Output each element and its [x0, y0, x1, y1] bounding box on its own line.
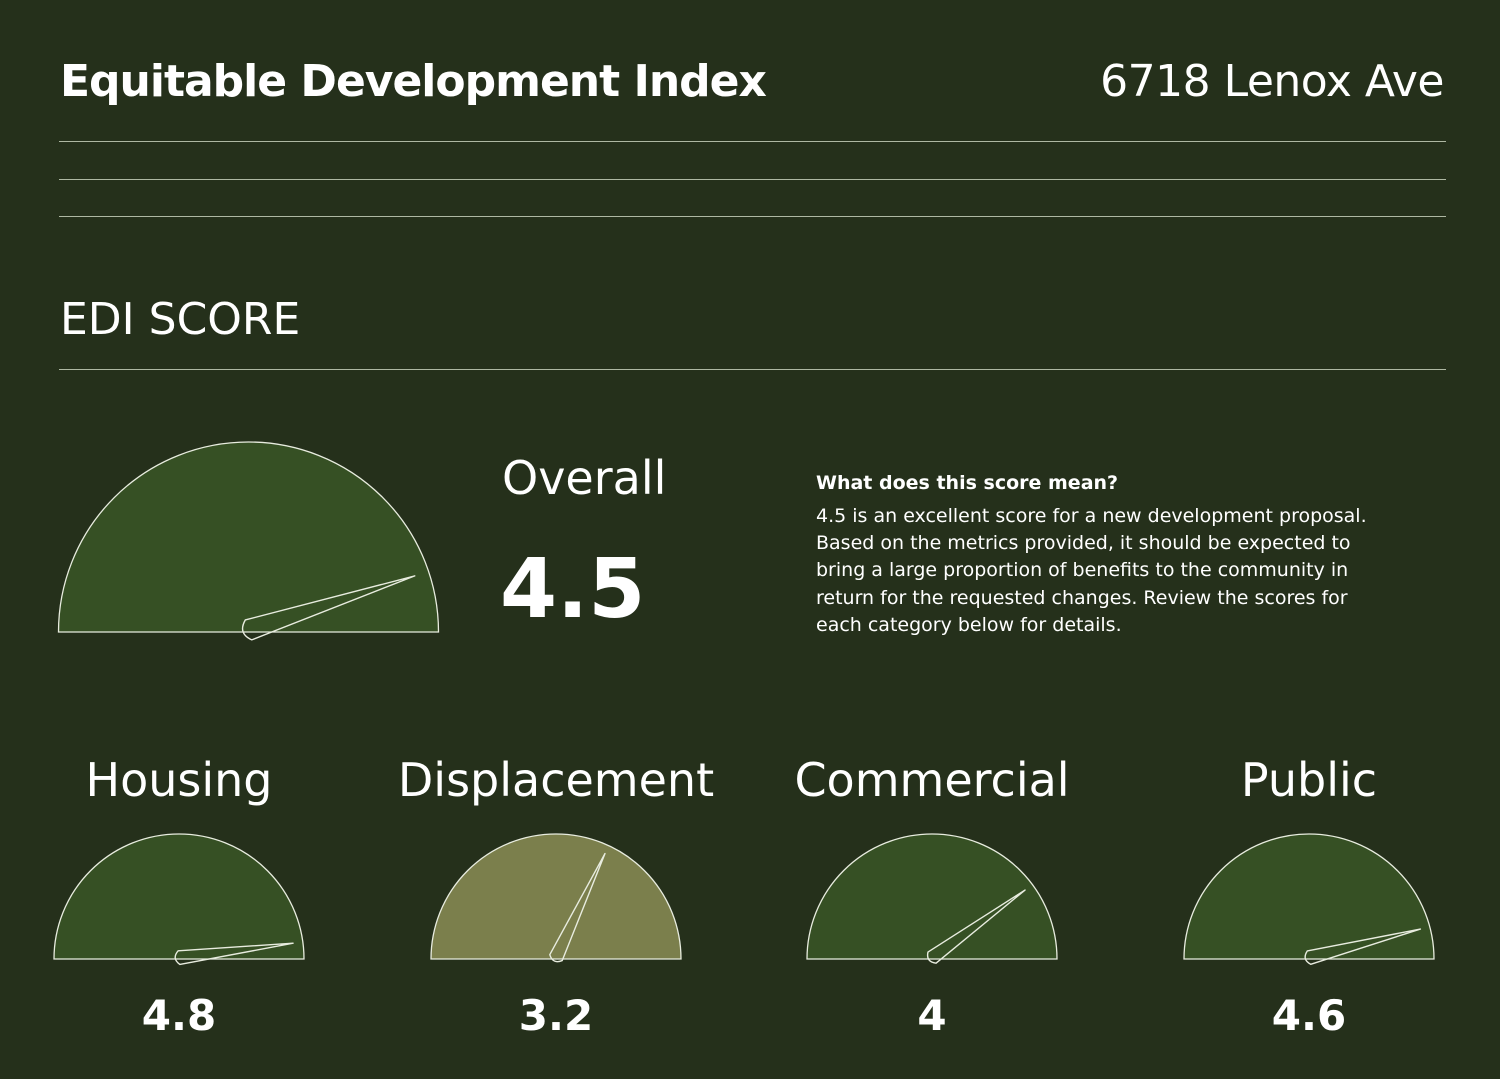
explanation-heading: What does this score mean? [816, 472, 1119, 494]
commercial-gauge-needle [926, 889, 1026, 964]
category-label-commercial: Commercial [794, 753, 1070, 807]
overall-gauge-arc [57, 441, 440, 633]
section-title: EDI SCORE [60, 294, 301, 345]
category-label-public: Public [1240, 753, 1378, 807]
page-title: Equitable Development Index [60, 56, 767, 107]
category-label-displacement: Displacement [397, 753, 715, 807]
divider [59, 179, 1446, 180]
category-score-housing: 4.8 [141, 991, 217, 1040]
category-score-displacement: 3.2 [518, 991, 594, 1040]
explanation-text: 4.5 is an excellent score for a new deve… [816, 505, 1367, 636]
overall-gauge-needle [241, 575, 416, 641]
divider [59, 216, 1446, 217]
displacement-gauge-needle [549, 852, 606, 963]
housing-gauge-needle [174, 942, 294, 966]
address: 6718 Lenox Ave [1100, 56, 1444, 107]
public-gauge-needle [1304, 928, 1422, 965]
divider [59, 369, 1446, 370]
divider [59, 141, 1446, 142]
commercial-gauge-arc [806, 833, 1058, 960]
public-gauge-arc [1183, 833, 1435, 960]
category-score-public: 4.6 [1271, 991, 1347, 1040]
overall-label: Overall [502, 451, 667, 505]
category-score-commercial: 4 [917, 991, 947, 1040]
displacement-gauge-arc [430, 833, 682, 960]
housing-gauge-arc [53, 833, 305, 960]
category-label-housing: Housing [85, 753, 273, 807]
overall-score: 4.5 [500, 542, 646, 637]
